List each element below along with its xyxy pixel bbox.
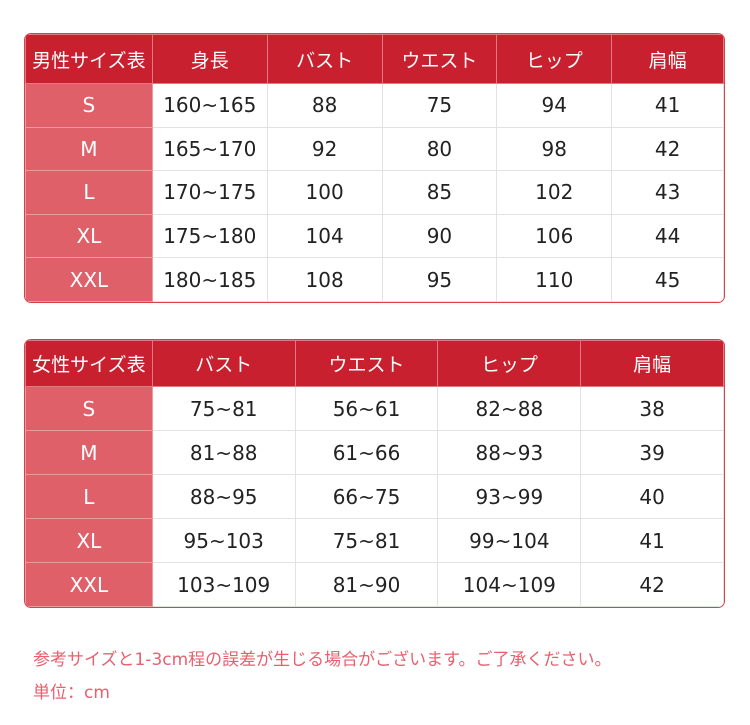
column-header: ヒップ — [496, 34, 613, 84]
table-row: M 165~170 92 80 98 42 — [25, 126, 724, 172]
table-cell: 39 — [580, 430, 724, 475]
column-header: ウエスト — [381, 34, 498, 84]
table-cell: 66~75 — [294, 474, 439, 519]
table-cell: 160~165 — [151, 83, 268, 128]
size-label: XL — [25, 518, 153, 563]
table-cell: 98 — [496, 126, 613, 172]
table-cell: 106 — [496, 213, 613, 259]
table-cell: 92 — [266, 126, 383, 172]
column-header: 男性サイズ表 — [25, 34, 153, 84]
table-cell: 82~88 — [437, 386, 582, 431]
table-row: XXL 180~185 108 95 110 45 — [25, 257, 724, 302]
size-label: S — [25, 386, 153, 431]
table-cell: 93~99 — [437, 474, 582, 519]
table-cell: 81~88 — [151, 430, 296, 475]
table-cell: 75~81 — [151, 386, 296, 431]
women-size-table: 女性サイズ表 バスト ウエスト ヒップ 肩幅 S 75~81 56~61 82~88 38 M 81… — [25, 340, 724, 607]
table-cell: 61~66 — [294, 430, 439, 475]
table-cell: 94 — [496, 83, 613, 128]
column-header: バスト — [151, 340, 296, 387]
table-cell: 81~90 — [294, 562, 439, 607]
table-row: S 75~81 56~61 82~88 38 — [25, 386, 724, 431]
table-cell: 38 — [580, 386, 724, 431]
table-row: M 81~88 61~66 88~93 39 — [25, 430, 724, 475]
table-cell: 165~170 — [151, 126, 268, 172]
column-header: ウエスト — [294, 340, 439, 387]
column-header: 女性サイズ表 — [25, 340, 153, 387]
table-cell: 95~103 — [151, 518, 296, 563]
table-row: XL 95~103 75~81 99~104 41 — [25, 518, 724, 563]
size-label: L — [25, 170, 153, 215]
table-cell: 56~61 — [294, 386, 439, 431]
table-cell: 75~81 — [294, 518, 439, 563]
table-cell: 88 — [266, 83, 383, 128]
table-cell: 40 — [580, 474, 724, 519]
table-cell: 42 — [580, 562, 724, 607]
size-label: XL — [25, 213, 153, 259]
size-label: M — [25, 430, 153, 475]
table-cell: 108 — [266, 257, 383, 302]
table-cell: 42 — [611, 126, 724, 172]
size-label: XXL — [25, 562, 153, 607]
size-label: S — [25, 83, 153, 128]
table-row: L 170~175 100 85 102 43 — [25, 170, 724, 215]
size-label: XXL — [25, 257, 153, 302]
table-cell: 88~95 — [151, 474, 296, 519]
table-row: L 88~95 66~75 93~99 40 — [25, 474, 724, 519]
table-cell: 95 — [381, 257, 498, 302]
table-cell: 99~104 — [437, 518, 582, 563]
unit-note: 単位：cm — [33, 683, 110, 703]
table-cell: 45 — [611, 257, 724, 302]
table-cell: 180~185 — [151, 257, 268, 302]
size-note: 参考サイズと1-3cm程の誤差が生じる場合がございます。ご了承ください。 — [33, 650, 612, 670]
table-row: XL 175~180 104 90 106 44 — [25, 213, 724, 259]
column-header: ヒップ — [437, 340, 582, 387]
table-cell: 110 — [496, 257, 613, 302]
table-header-row: 女性サイズ表 バスト ウエスト ヒップ 肩幅 — [25, 340, 724, 387]
table-cell: 80 — [381, 126, 498, 172]
size-label: M — [25, 126, 153, 172]
table-cell: 103~109 — [151, 562, 296, 607]
table-cell: 43 — [611, 170, 724, 215]
column-header: 肩幅 — [611, 34, 724, 84]
column-header: 身長 — [151, 34, 268, 84]
column-header: バスト — [266, 34, 383, 84]
table-cell: 104~109 — [437, 562, 582, 607]
table-cell: 88~93 — [437, 430, 582, 475]
men-size-table: 男性サイズ表 身長 バスト ウエスト ヒップ 肩幅 S 160~165 88 75 94 41 M 16… — [25, 34, 724, 302]
table-cell: 175~180 — [151, 213, 268, 259]
table-cell: 41 — [611, 83, 724, 128]
table-cell: 100 — [266, 170, 383, 215]
table-header-row: 男性サイズ表 身長 バスト ウエスト ヒップ 肩幅 — [25, 34, 724, 84]
table-cell: 90 — [381, 213, 498, 259]
table-cell: 104 — [266, 213, 383, 259]
table-cell: 75 — [381, 83, 498, 128]
table-cell: 85 — [381, 170, 498, 215]
table-cell: 41 — [580, 518, 724, 563]
size-label: L — [25, 474, 153, 519]
column-header: 肩幅 — [580, 340, 724, 387]
table-row: S 160~165 88 75 94 41 — [25, 83, 724, 128]
table-cell: 170~175 — [151, 170, 268, 215]
table-cell: 102 — [496, 170, 613, 215]
table-row: XXL 103~109 81~90 104~109 42 — [25, 562, 724, 607]
table-cell: 44 — [611, 213, 724, 259]
